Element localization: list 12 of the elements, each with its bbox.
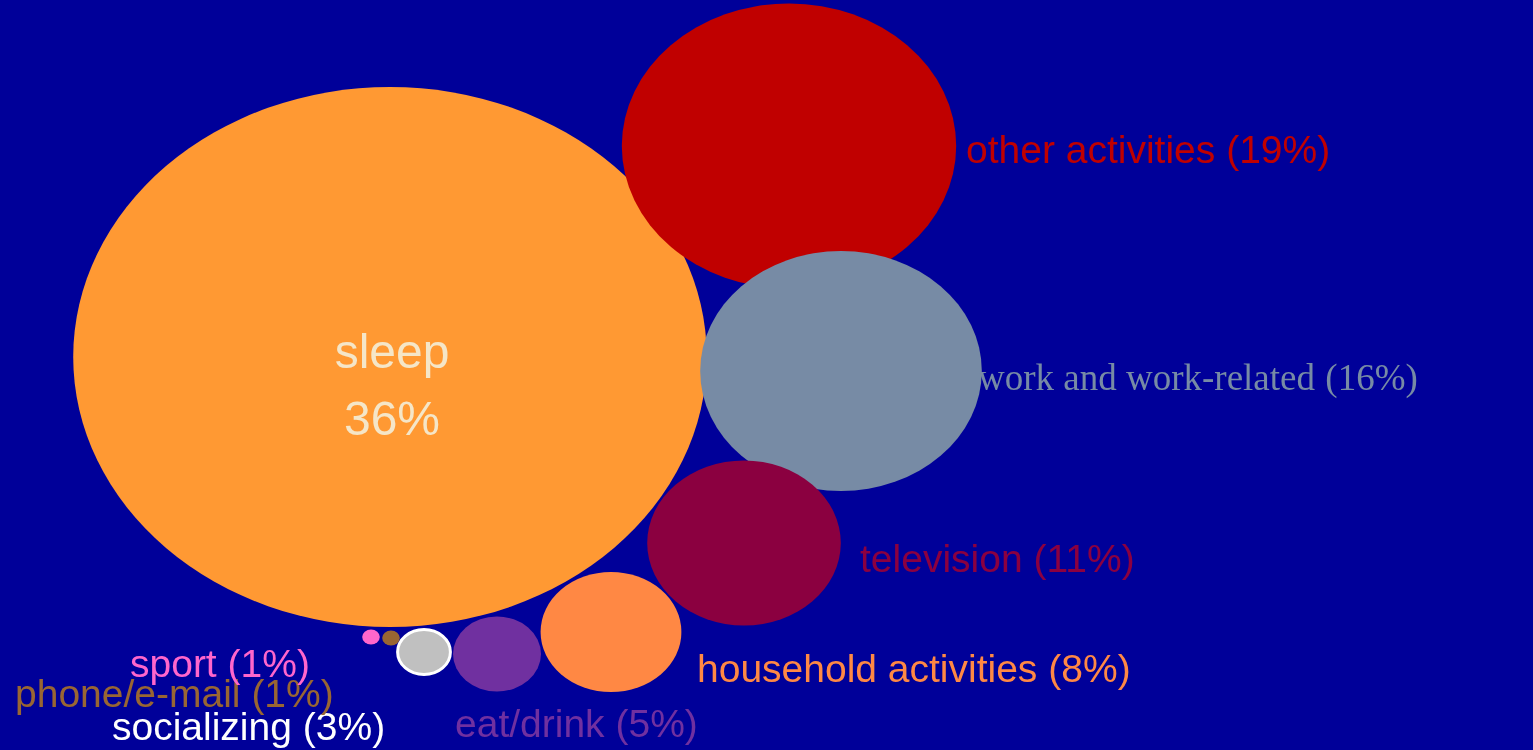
data-label: 36% xyxy=(343,392,441,445)
data-label: (8%) xyxy=(1048,647,1131,690)
data-label: (5%) xyxy=(615,702,698,745)
category-label: other activities xyxy=(966,128,1216,171)
category-label: household activities xyxy=(697,647,1038,690)
data-label: (16%) xyxy=(1325,357,1418,399)
category-label: television xyxy=(860,537,1023,580)
category-label: sleep xyxy=(334,325,450,378)
category-label: work and work-related xyxy=(978,357,1316,398)
data-label: (11%) xyxy=(1033,537,1135,580)
data-label: (19%) xyxy=(1226,128,1331,171)
category-label: eat/drink xyxy=(455,702,606,745)
